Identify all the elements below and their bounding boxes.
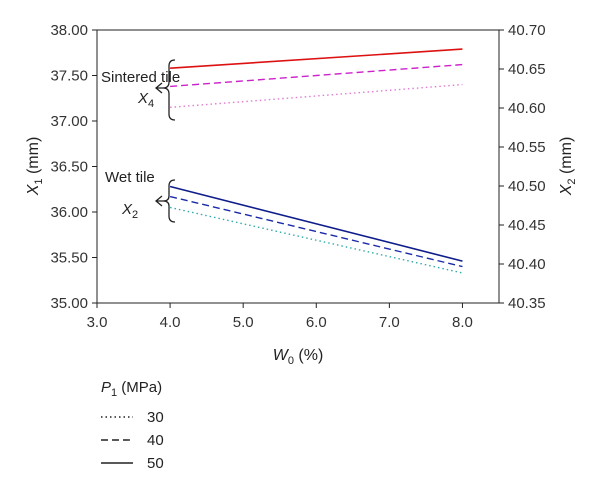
- y-left-tick-label: 35.00: [50, 295, 88, 312]
- legend-label-50: 50: [147, 455, 164, 472]
- y-axis-right-title: X2 (mm): [558, 137, 578, 197]
- wet-variable: X2: [121, 201, 138, 221]
- wet-tile-series-40-mpa: [169, 195, 463, 268]
- legend-label-30: 30: [147, 409, 164, 426]
- y-left-tick-label: 38.00: [50, 22, 88, 39]
- sintered-variable: X4: [137, 90, 154, 110]
- y-left-tick-label: 37.00: [50, 113, 88, 130]
- sintered-arrow: [154, 82, 163, 94]
- sintered-tile-series-50-mpa: [170, 48, 463, 70]
- x-axis: 3.0 4.0 5.0 6.0 7.0 8.0: [87, 303, 473, 331]
- y-right-tick-label: 40.65: [508, 61, 546, 78]
- y-right-tick-label: 40.35: [508, 295, 546, 312]
- y-left-tick-label: 36.00: [50, 204, 88, 221]
- wet-tile-label: Wet tile: [105, 169, 155, 186]
- x-tick-label: 6.0: [306, 314, 327, 331]
- wet-tile-series-30-mpa: [169, 206, 463, 274]
- x-tick-label: 5.0: [233, 314, 254, 331]
- y-axis-left: 35.00 35.50 36.00 36.50 37.00 37.50 38.00: [50, 22, 97, 312]
- x-tick-label: 4.0: [160, 314, 181, 331]
- wet-tile-series-50-mpa: [169, 185, 463, 262]
- y-left-tick-label: 37.50: [50, 68, 88, 85]
- y-right-tick-label: 40.40: [508, 256, 546, 273]
- sintered-tile-series-40-mpa: [170, 63, 463, 88]
- x-tick-label: 7.0: [379, 314, 400, 331]
- y-right-tick-label: 40.60: [508, 100, 546, 117]
- series-group: [154, 48, 463, 274]
- sintered-brace: [162, 59, 176, 121]
- legend-label-40: 40: [147, 432, 164, 449]
- wet-brace: [162, 179, 176, 223]
- y-right-tick-label: 40.70: [508, 22, 546, 39]
- wet-arrow: [154, 195, 163, 207]
- y-axis-left-title: X1 (mm): [25, 137, 45, 197]
- y-right-tick-label: 40.45: [508, 217, 546, 234]
- y-left-tick-label: 36.50: [50, 159, 88, 176]
- x-axis-title: W0 (%): [273, 347, 324, 367]
- y-right-tick-label: 40.55: [508, 139, 546, 156]
- y-axis-right: 40.35 40.40 40.45 40.50 40.55 40.60 40.65 40.70: [499, 22, 546, 312]
- x-tick-label: 8.0: [452, 314, 473, 331]
- sintered-tile-series-30-mpa: [170, 83, 463, 109]
- legend: P1 (MPa) 30 40 50: [101, 379, 164, 472]
- x-tick-label: 3.0: [87, 314, 108, 331]
- y-right-tick-label: 40.50: [508, 178, 546, 195]
- sintered-tile-label: Sintered tile: [101, 69, 180, 86]
- legend-title: P1 (MPa): [101, 379, 162, 399]
- y-left-tick-label: 35.50: [50, 250, 88, 267]
